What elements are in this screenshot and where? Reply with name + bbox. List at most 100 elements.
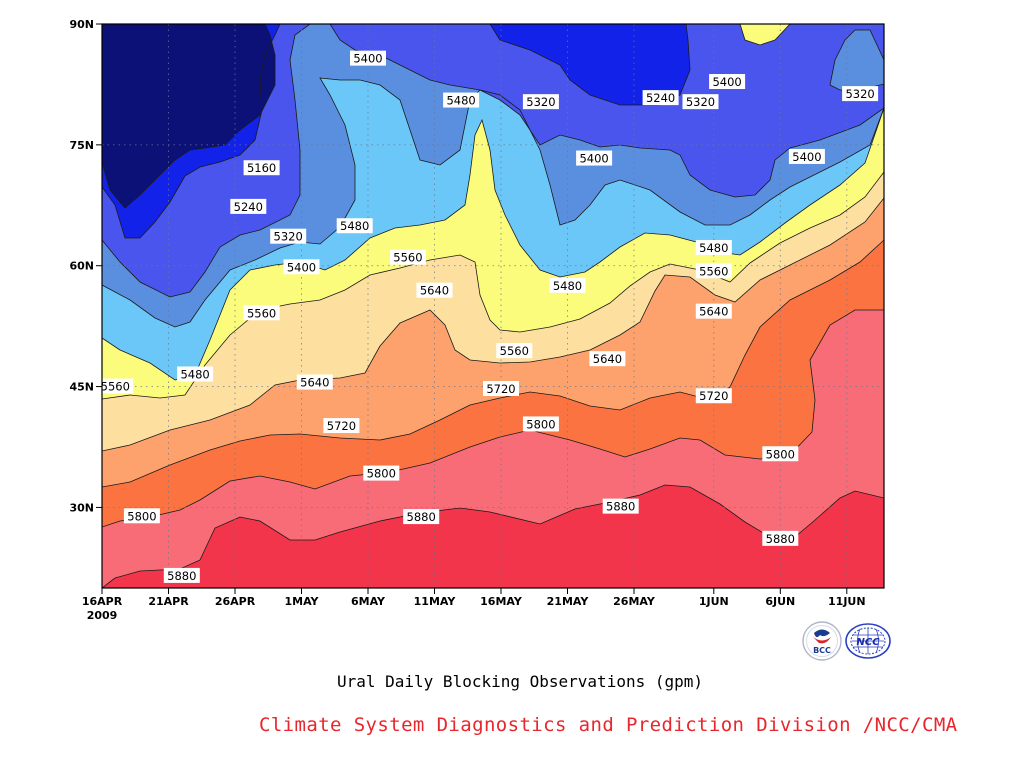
contour-label-text: 5640	[699, 305, 728, 319]
chart-title: Ural Daily Blocking Observations (gpm)	[336, 672, 704, 691]
contour-label-text: 5720	[327, 419, 356, 433]
fill-below-5160	[102, 24, 275, 208]
contour-line	[102, 24, 884, 488]
y-tick-label: 30N	[69, 501, 94, 514]
contour-label-text: 5720	[486, 382, 515, 396]
x-tick-label: 26APR	[215, 595, 256, 608]
contour-label: 5800	[762, 446, 799, 462]
contour-label: 5400	[283, 259, 320, 275]
contour-label: 5240	[230, 198, 267, 214]
contour-label: 5880	[762, 530, 799, 546]
contour-label-text: 5880	[407, 510, 436, 524]
contour-label: 5800	[363, 465, 400, 481]
contour-label: 5800	[522, 416, 559, 432]
bcc-logo-text: BCC	[813, 646, 831, 655]
fill-top-yellow	[740, 24, 790, 45]
contour-label: 5640	[695, 303, 732, 319]
contour-label-text: 5800	[526, 417, 555, 431]
contour-label-text: 5640	[300, 376, 329, 390]
contour-label-text: 5400	[579, 152, 608, 166]
contour-label-text: 5480	[180, 367, 209, 381]
x-tick-label: 21MAY	[547, 595, 590, 608]
y-tick-label: 45N	[69, 381, 94, 394]
contour-label-text: 5880	[766, 532, 795, 546]
contour-label-text: 5800	[766, 447, 795, 461]
contour-label: 5320	[270, 228, 307, 244]
contour-label: 5480	[695, 239, 732, 255]
contour-line	[102, 24, 884, 588]
contour-label: 5480	[443, 92, 480, 108]
x-tick-label: 26MAY	[613, 595, 656, 608]
contour-label: 5880	[602, 498, 639, 514]
y-tick-label: 90N	[69, 18, 94, 31]
contour-label-text: 5880	[606, 500, 635, 514]
contour-label: 5240	[642, 90, 679, 106]
contour-label-text: 5400	[287, 260, 316, 274]
contour-label-text: 5480	[553, 279, 582, 293]
contour-label-text: 5560	[101, 380, 130, 394]
contour-label-text: 5560	[247, 306, 276, 320]
contour-label: 5560	[496, 343, 533, 359]
contour-label: 5640	[589, 351, 626, 367]
x-tick-label: 16APR	[82, 595, 123, 608]
contour-label: 5480	[177, 366, 214, 382]
x-tick-label: 1MAY	[284, 595, 319, 608]
contour-line	[102, 24, 884, 381]
contour-line	[102, 24, 276, 209]
credit-line: Climate System Diagnostics and Predictio…	[259, 714, 958, 736]
contour-label-text: 5640	[420, 284, 449, 298]
y-tick-label: 60N	[69, 260, 94, 273]
contour-label-text: 5560	[500, 344, 529, 358]
bcc-logo: BCC	[802, 621, 842, 661]
contour-label: 5880	[163, 567, 200, 583]
contour-label-text: 5400	[353, 52, 382, 66]
contour-fills	[102, 24, 884, 588]
contour-label: 5720	[323, 418, 360, 434]
x-tick-label: 1JUN	[699, 595, 729, 608]
contour-label-text: 5160	[247, 161, 276, 175]
contour-label: 5880	[403, 509, 440, 525]
x-tick-label: 6MAY	[351, 595, 386, 608]
ncc-logo: NCC	[845, 623, 891, 659]
contour-line	[102, 24, 691, 239]
contour-label: 5320	[682, 94, 719, 110]
contour-label-text: 5320	[686, 95, 715, 109]
contour-label: 5160	[243, 160, 280, 176]
x-tick-label: 16MAY	[480, 595, 523, 608]
contour-label-text: 5560	[393, 251, 422, 265]
contour-label: 5400	[709, 74, 746, 90]
contour-label-text: 5480	[446, 94, 475, 108]
contour-label-text: 5800	[127, 509, 156, 523]
x-tick-label: 6JUN	[765, 595, 795, 608]
contour-label-text: 5400	[792, 150, 821, 164]
contour-label: 5720	[695, 388, 732, 404]
contour-label-text: 5880	[167, 569, 196, 583]
ncc-logo-text: NCC	[856, 637, 880, 648]
x-axis: 16APR 21APR 26APR 1MAY 6MAY 11MAY 16MAY 21MAY 26…	[82, 588, 866, 622]
contour-label: 5400	[788, 148, 825, 164]
contour-label-text: 5480	[340, 219, 369, 233]
contour-label-text: 5560	[699, 264, 728, 278]
contour-label: 5400	[350, 50, 386, 66]
contour-label: 5560	[695, 263, 732, 279]
contour-label-text: 5320	[274, 230, 303, 244]
contour-label-text: 5720	[699, 389, 728, 403]
contour-label: 5320	[522, 94, 559, 110]
plot-frame	[101, 23, 885, 589]
contour-label-text: 5320	[845, 87, 874, 101]
contour-label: 5480	[549, 277, 586, 293]
contour-label-text: 5640	[593, 352, 622, 366]
fill-5240-5320	[102, 24, 884, 297]
contour-line	[102, 24, 884, 298]
contour-label-text: 5240	[234, 200, 263, 214]
contour-label: 5720	[483, 380, 519, 396]
contour-label: 5640	[416, 282, 453, 298]
contour-line	[739, 24, 791, 46]
contour-label-text: 5400	[712, 75, 741, 89]
contour-label: 5560	[97, 378, 134, 394]
y-tick-label: 75N	[69, 139, 94, 152]
contour-label: 5560	[243, 305, 280, 321]
y-axis: 30N 45N 60N 75N 90N	[69, 18, 102, 514]
contour-label: 5640	[296, 374, 333, 390]
